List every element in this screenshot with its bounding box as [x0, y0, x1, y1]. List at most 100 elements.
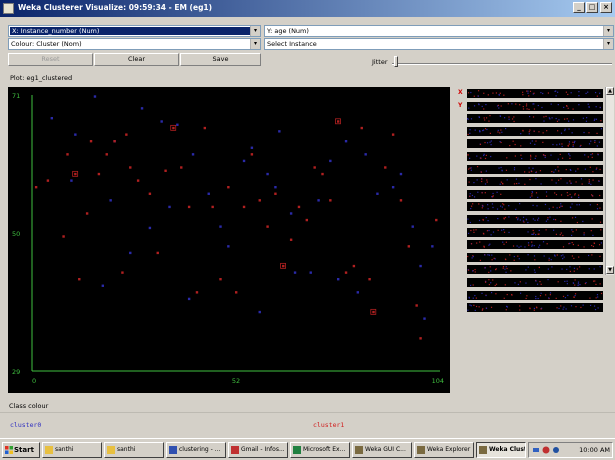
reset-button[interactable]: Reset [8, 53, 93, 66]
attribute-bar[interactable] [467, 202, 603, 212]
attribute-bar[interactable] [467, 278, 603, 287]
attribute-bar-dot [594, 280, 596, 282]
maximize-button[interactable]: □ [586, 2, 598, 13]
attribute-bar[interactable] [467, 89, 603, 98]
attribute-bar-dot [571, 217, 574, 219]
jitter-slider[interactable] [392, 63, 612, 65]
save-button[interactable]: Save [180, 53, 261, 66]
attribute-bar-dot [467, 118, 469, 121]
attribute-bar-dot [561, 206, 563, 208]
taskbar-item[interactable]: clustering - ... [166, 442, 226, 458]
attribute-bar-dot [513, 259, 515, 261]
legend-item-cluster0[interactable]: cluster0 [10, 421, 42, 429]
clear-button[interactable]: Clear [94, 53, 179, 66]
scatter-point-cluster1 [89, 140, 93, 143]
network-icon[interactable] [532, 446, 540, 454]
start-button[interactable]: Start [2, 442, 40, 458]
attribute-bar[interactable] [467, 290, 603, 300]
scroll-down-icon[interactable]: ▼ [606, 266, 614, 274]
taskbar-item[interactable]: Microsoft Ex... [290, 442, 350, 458]
shield-icon[interactable] [542, 446, 550, 454]
chevron-down-icon[interactable]: ▾ [250, 39, 260, 49]
taskbar-item[interactable]: santhi [104, 442, 164, 458]
scatter-point-cluster1 [62, 235, 65, 238]
attribute-bar[interactable] [467, 189, 603, 199]
attribute-scrollbar[interactable]: ▲ ▼ [605, 87, 614, 275]
close-button[interactable]: × [600, 2, 612, 13]
scatter-point-cluster0 [329, 159, 332, 163]
attribute-bar-dot [495, 268, 497, 270]
attribute-bar-dot [499, 205, 502, 208]
attribute-bar-dot [559, 143, 561, 146]
scatter-plot[interactable]: 29 50 71 0 52 104 [8, 87, 450, 393]
chevron-down-icon[interactable]: ▾ [603, 39, 613, 49]
attribute-bar-dot [570, 207, 572, 209]
attribute-bar-dot [557, 179, 560, 182]
attribute-bar-dot [599, 221, 602, 223]
attribute-bar[interactable] [467, 177, 603, 187]
scatter-point-cluster1 [187, 205, 191, 209]
attribute-bar[interactable] [467, 101, 603, 111]
taskbar-item[interactable]: santhi [42, 442, 102, 458]
attribute-bar[interactable] [467, 114, 603, 124]
attribute-bar[interactable] [467, 152, 603, 161]
attribute-bar-dot [515, 216, 518, 219]
attribute-bar[interactable] [467, 227, 603, 237]
y-axis-select[interactable]: Y: age (Num) ▾ [264, 25, 614, 37]
scatter-point-cluster0 [423, 317, 426, 320]
attribute-bar[interactable] [467, 139, 603, 149]
taskbar-item[interactable]: Weka Explorer [414, 442, 474, 458]
attribute-bar[interactable] [467, 215, 603, 224]
title-bar[interactable]: Weka Clusterer Visualize: 09:59:34 - EM … [0, 0, 615, 17]
attribute-bar-dot [469, 192, 471, 195]
attribute-bar-dot [548, 259, 550, 261]
y-axis-value: Y: age (Num) [267, 27, 309, 35]
attribute-bar-dot [484, 281, 487, 283]
scatter-point-cluster0 [317, 199, 320, 202]
colour-select[interactable]: Colour: Cluster (Nom) ▾ [8, 38, 261, 50]
attribute-bar[interactable] [467, 303, 603, 313]
attribute-bar-dot [584, 168, 586, 170]
attribute-bar-dot [477, 95, 479, 97]
attribute-bar-dot [554, 255, 556, 257]
attribute-bar[interactable] [467, 164, 603, 174]
attribute-bar-dot [475, 306, 478, 308]
select-instance-select[interactable]: Select Instance ▾ [264, 38, 614, 50]
scroll-up-icon[interactable]: ▲ [606, 87, 614, 95]
taskbar-item[interactable]: Weka GUI C... [352, 442, 412, 458]
jitter-slider-thumb[interactable] [394, 56, 398, 67]
scatter-point-cluster0 [242, 159, 246, 163]
attribute-bar-dot [506, 293, 508, 295]
attribute-bar-dot [535, 297, 537, 299]
attribute-bar-dot [584, 154, 586, 156]
attribute-bar-dot [568, 153, 570, 155]
taskbar-item[interactable]: Gmail - Infos... [228, 442, 288, 458]
taskbar-item[interactable]: Weka Clust... [476, 442, 526, 458]
attribute-bar-dot [571, 131, 573, 134]
minimize-button[interactable]: _ [573, 2, 585, 13]
x-axis-value: X: Instance_number (Num) [10, 27, 259, 35]
x-axis-select[interactable]: X: Instance_number (Num) ▾ [8, 25, 261, 37]
attribute-bar-dot [516, 183, 518, 185]
attribute-bar-dot [588, 181, 590, 183]
legend-item-cluster1[interactable]: cluster1 [313, 421, 345, 429]
attribute-bar[interactable] [467, 252, 603, 262]
attribute-bar[interactable] [467, 265, 603, 275]
attribute-bar-background [467, 177, 603, 187]
attribute-bar[interactable] [467, 126, 603, 136]
chevron-down-icon[interactable]: ▾ [603, 26, 613, 36]
attribute-bar-dot [491, 258, 493, 261]
speaker-icon[interactable] [552, 446, 560, 454]
attribute-bar-dot [575, 181, 577, 183]
scatter-point-cluster0 [101, 284, 105, 287]
scatter-point-cluster0 [399, 172, 403, 176]
attribute-bar-dot [474, 269, 476, 271]
attribute-bar-dot [485, 103, 487, 105]
attribute-bar-dot [548, 296, 550, 299]
attribute-bar-dot [582, 304, 584, 306]
scatter-point-cluster0 [187, 297, 191, 301]
attribute-bar[interactable] [467, 240, 603, 250]
chevron-down-icon[interactable]: ▾ [250, 26, 260, 36]
attribute-bar-dot [527, 266, 529, 269]
attribute-bar-dot [467, 309, 469, 312]
